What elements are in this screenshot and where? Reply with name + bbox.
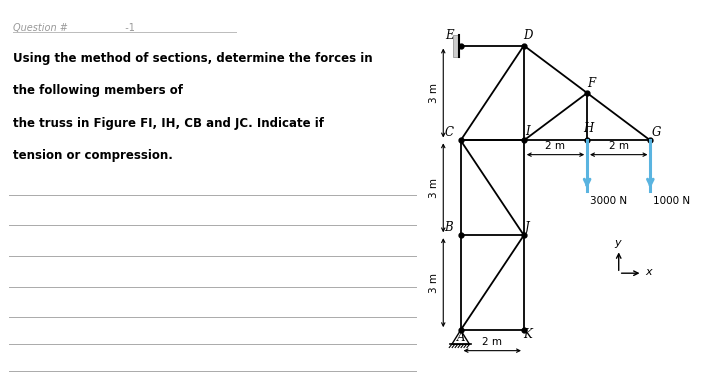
Text: B: B	[444, 221, 453, 234]
Text: K: K	[523, 328, 532, 341]
Text: 2 m: 2 m	[546, 141, 565, 151]
Text: J: J	[526, 221, 530, 234]
Text: the following members of: the following members of	[13, 84, 183, 97]
Text: H: H	[584, 122, 594, 135]
Text: E: E	[445, 29, 454, 42]
Text: A: A	[456, 331, 465, 344]
Text: C: C	[444, 126, 453, 139]
Text: 3000 N: 3000 N	[590, 196, 627, 206]
Text: D: D	[523, 29, 532, 42]
Text: x: x	[646, 267, 652, 277]
Text: -1: -1	[94, 23, 135, 33]
Text: tension or compression.: tension or compression.	[13, 149, 173, 162]
Text: F: F	[587, 77, 595, 90]
Text: Using the method of sections, determine the forces in: Using the method of sections, determine …	[13, 52, 372, 65]
Bar	[454, 34, 459, 57]
Text: 3 m: 3 m	[429, 83, 439, 103]
Text: Question #: Question #	[13, 23, 68, 33]
Text: 2 m: 2 m	[482, 337, 503, 347]
Text: 1000 N: 1000 N	[653, 196, 690, 206]
Text: the truss in Figure FI, IH, CB and JC. Indicate if: the truss in Figure FI, IH, CB and JC. I…	[13, 117, 324, 129]
Text: 3 m: 3 m	[429, 178, 439, 198]
Text: 2 m: 2 m	[608, 141, 629, 151]
Text: I: I	[526, 125, 530, 138]
Text: y: y	[614, 238, 621, 248]
Text: 3 m: 3 m	[429, 273, 439, 293]
Text: G: G	[652, 126, 661, 139]
